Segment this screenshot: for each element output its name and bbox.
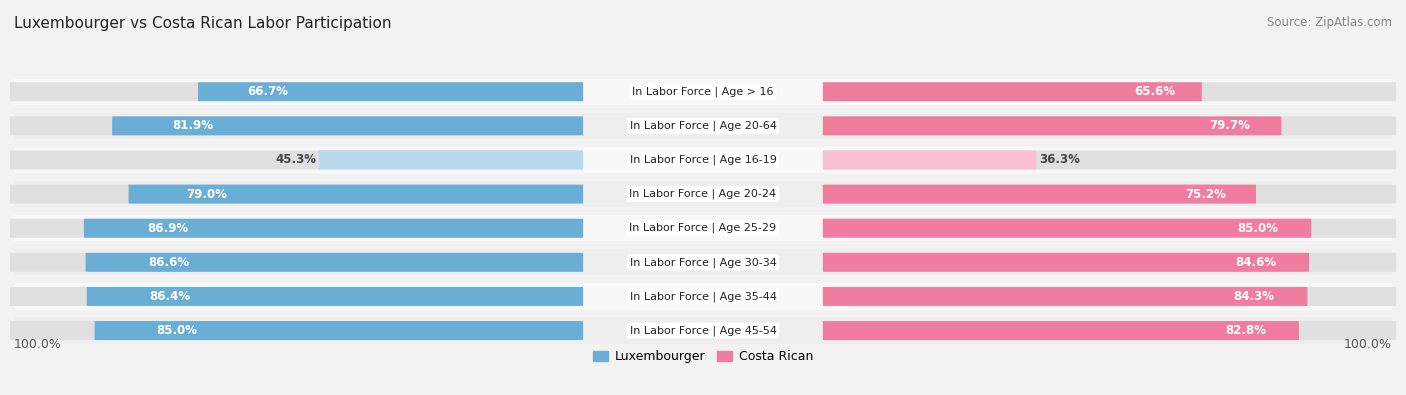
FancyBboxPatch shape (823, 321, 1396, 340)
FancyBboxPatch shape (10, 253, 583, 272)
Text: 86.4%: 86.4% (149, 290, 191, 303)
FancyBboxPatch shape (823, 253, 1309, 272)
Bar (14, 147, 1392, 173)
Text: 65.6%: 65.6% (1135, 85, 1175, 98)
FancyBboxPatch shape (823, 321, 1299, 340)
Text: Source: ZipAtlas.com: Source: ZipAtlas.com (1267, 16, 1392, 29)
Text: 86.6%: 86.6% (149, 256, 190, 269)
FancyBboxPatch shape (10, 321, 583, 340)
FancyBboxPatch shape (128, 184, 583, 203)
Text: 81.9%: 81.9% (172, 119, 212, 132)
FancyBboxPatch shape (319, 150, 583, 169)
Text: In Labor Force | Age > 16: In Labor Force | Age > 16 (633, 87, 773, 97)
Text: 79.0%: 79.0% (186, 188, 228, 201)
FancyBboxPatch shape (10, 150, 583, 169)
Text: 79.7%: 79.7% (1209, 119, 1250, 132)
Text: 66.7%: 66.7% (247, 85, 288, 98)
FancyBboxPatch shape (823, 287, 1396, 306)
Text: 85.0%: 85.0% (156, 324, 197, 337)
Text: 82.8%: 82.8% (1226, 324, 1267, 337)
FancyBboxPatch shape (10, 219, 583, 238)
Bar (14, 318, 1392, 344)
Text: 100.0%: 100.0% (1344, 339, 1392, 352)
FancyBboxPatch shape (823, 150, 1396, 169)
FancyBboxPatch shape (823, 150, 1036, 169)
FancyBboxPatch shape (823, 184, 1396, 203)
Bar (14, 283, 1392, 310)
Bar (14, 215, 1392, 241)
Bar (14, 113, 1392, 139)
FancyBboxPatch shape (84, 219, 583, 238)
Text: Luxembourger vs Costa Rican Labor Participation: Luxembourger vs Costa Rican Labor Partic… (14, 16, 391, 31)
FancyBboxPatch shape (10, 287, 583, 306)
FancyBboxPatch shape (823, 253, 1396, 272)
FancyBboxPatch shape (10, 117, 583, 135)
Text: In Labor Force | Age 25-29: In Labor Force | Age 25-29 (630, 223, 776, 233)
FancyBboxPatch shape (86, 253, 583, 272)
Text: In Labor Force | Age 35-44: In Labor Force | Age 35-44 (630, 291, 776, 302)
Text: In Labor Force | Age 20-64: In Labor Force | Age 20-64 (630, 120, 776, 131)
FancyBboxPatch shape (10, 82, 583, 101)
FancyBboxPatch shape (10, 184, 583, 203)
FancyBboxPatch shape (94, 321, 583, 340)
FancyBboxPatch shape (823, 82, 1202, 101)
Text: In Labor Force | Age 16-19: In Labor Force | Age 16-19 (630, 155, 776, 165)
Text: 36.3%: 36.3% (1039, 154, 1080, 166)
Bar (14, 181, 1392, 207)
FancyBboxPatch shape (198, 82, 583, 101)
Text: In Labor Force | Age 20-24: In Labor Force | Age 20-24 (630, 189, 776, 199)
Legend: Luxembourger, Costa Rican: Luxembourger, Costa Rican (588, 345, 818, 369)
FancyBboxPatch shape (112, 117, 583, 135)
Text: 85.0%: 85.0% (1237, 222, 1278, 235)
FancyBboxPatch shape (823, 117, 1281, 135)
Text: In Labor Force | Age 45-54: In Labor Force | Age 45-54 (630, 325, 776, 336)
Text: 86.9%: 86.9% (148, 222, 188, 235)
Bar (14, 249, 1392, 275)
Text: 75.2%: 75.2% (1185, 188, 1226, 201)
FancyBboxPatch shape (87, 287, 583, 306)
FancyBboxPatch shape (823, 117, 1396, 135)
FancyBboxPatch shape (823, 184, 1256, 203)
FancyBboxPatch shape (823, 82, 1396, 101)
Text: 84.3%: 84.3% (1233, 290, 1275, 303)
Text: 84.6%: 84.6% (1234, 256, 1277, 269)
Text: In Labor Force | Age 30-34: In Labor Force | Age 30-34 (630, 257, 776, 267)
Text: 100.0%: 100.0% (14, 339, 62, 352)
Bar (14, 79, 1392, 105)
Text: 45.3%: 45.3% (276, 154, 316, 166)
FancyBboxPatch shape (823, 287, 1308, 306)
FancyBboxPatch shape (823, 219, 1312, 238)
FancyBboxPatch shape (823, 219, 1396, 238)
